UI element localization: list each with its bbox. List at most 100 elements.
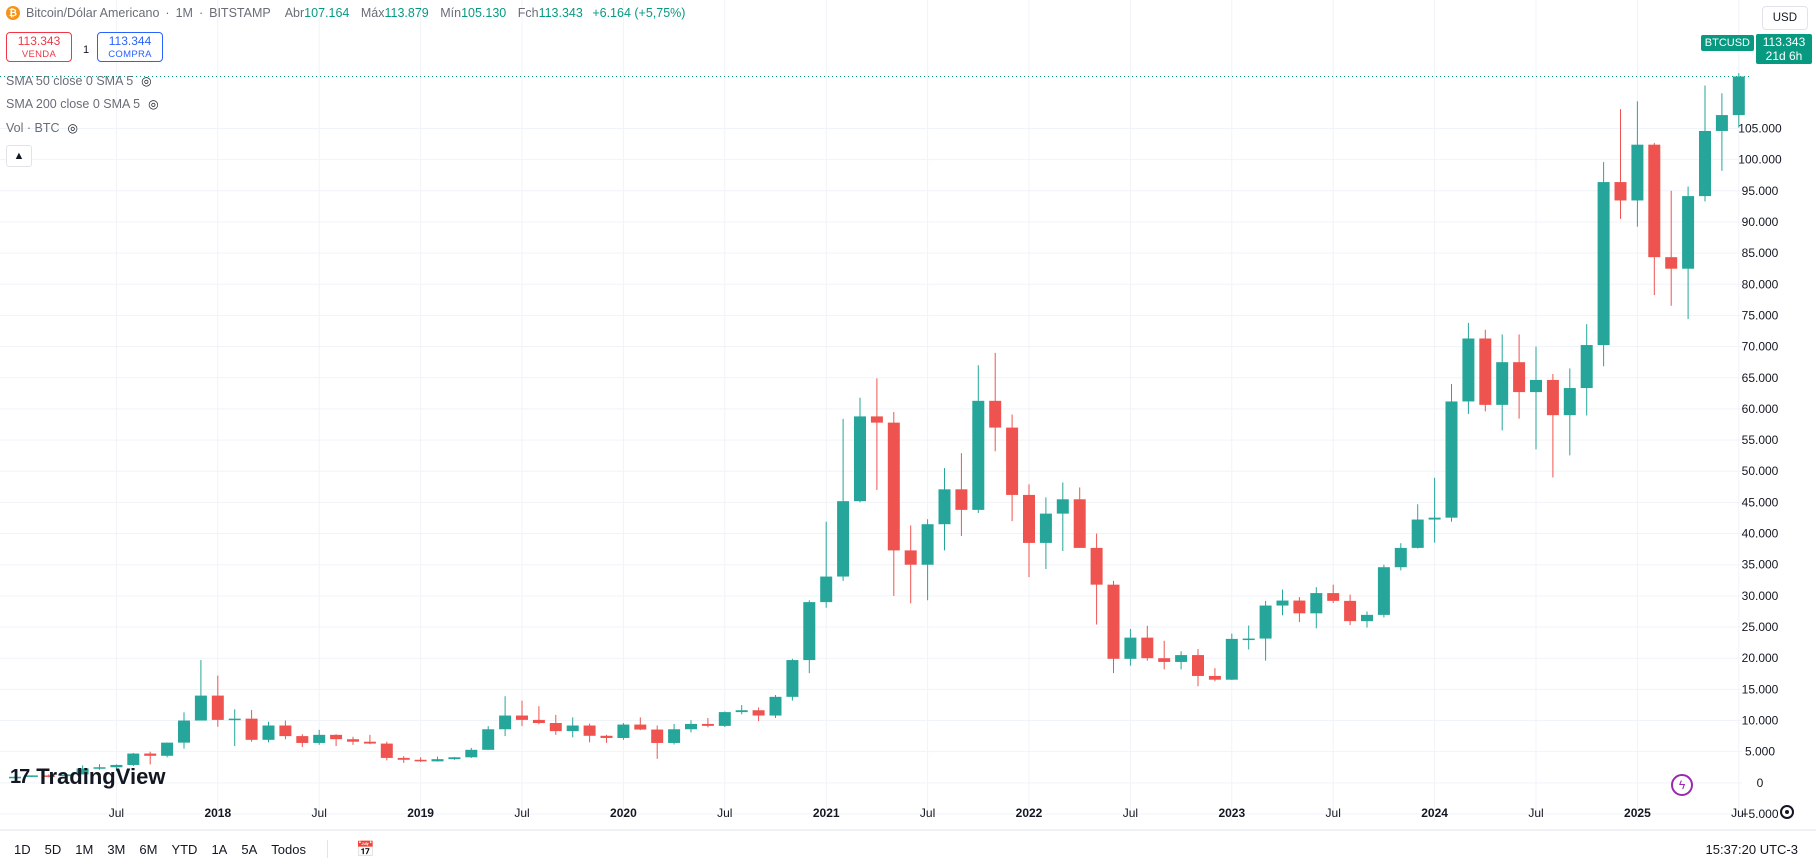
candle-body — [1580, 345, 1593, 389]
candle-body — [465, 749, 478, 758]
x-tick-label: 2021 — [813, 806, 840, 820]
candle-body — [127, 753, 140, 765]
candle-body — [25, 775, 38, 777]
timeframe-button-ytd[interactable]: YTD — [171, 841, 198, 857]
timeframe-button-5a[interactable]: 5A — [241, 841, 258, 857]
candle-body — [1276, 600, 1289, 606]
candlestick-chart[interactable]: −5.000 0 5.000 10.000 15.000 20.000 25.000 30.0… — [0, 0, 1816, 834]
candle-body — [1158, 658, 1171, 662]
y-tick-label: 45.000 — [1742, 495, 1779, 509]
candle-body — [651, 729, 664, 743]
candle-body — [600, 735, 613, 738]
y-tick-label: 30.000 — [1742, 589, 1779, 603]
candle-body — [363, 741, 376, 744]
candle-body — [1175, 655, 1188, 662]
indicator-volume[interactable]: Vol · BTC ◎ — [6, 121, 78, 135]
candle-body — [1394, 547, 1407, 568]
indicator-sma200[interactable]: SMA 200 close 0 SMA 5 ◎ — [6, 97, 159, 111]
tradingview-logo[interactable]: 17 TradingView — [10, 764, 165, 790]
candle-body — [1546, 379, 1559, 416]
x-tick-label: Jul — [1731, 806, 1746, 820]
timeframe-button-1a[interactable]: 1A — [211, 841, 228, 857]
sell-button[interactable]: 113.343 VENDA — [6, 32, 72, 62]
candle-body — [1462, 338, 1475, 402]
candle-body — [1614, 182, 1627, 201]
candle-body — [9, 776, 21, 779]
eye-hidden-icon[interactable]: ◎ — [67, 121, 78, 135]
symbol-name[interactable]: Bitcoin/Dólar Americano — [26, 6, 160, 20]
candle-body — [1293, 600, 1306, 614]
eye-hidden-icon[interactable]: ◎ — [148, 97, 159, 111]
candle-body — [482, 729, 495, 750]
open-value: 107.164 — [304, 6, 350, 20]
chevron-up-icon[interactable]: ▲ — [6, 145, 32, 167]
y-tick-label: 40.000 — [1742, 527, 1779, 541]
timeframe-button-6m[interactable]: 6M — [139, 841, 158, 857]
candle-body — [1732, 76, 1745, 116]
candle-body — [161, 742, 174, 756]
timeframe-buttons: 1D 5D 1M 3M 6M YTD 1A 5A Todos — [7, 842, 313, 857]
candle-body — [1631, 144, 1644, 201]
high-value: 113.879 — [384, 6, 429, 20]
logo-text: TradingView — [36, 764, 166, 789]
eye-hidden-icon[interactable]: ◎ — [141, 74, 152, 88]
x-tick-label: 2023 — [1218, 806, 1245, 820]
indicator-label: SMA 200 close 0 SMA 5 — [6, 97, 141, 111]
candle-body — [1056, 499, 1069, 514]
indicator-sma50[interactable]: SMA 50 close 0 SMA 5 ◎ — [6, 74, 152, 88]
buy-button[interactable]: 113.344 COMPRA — [97, 32, 163, 62]
x-tick-label: 2025 — [1624, 806, 1651, 820]
clock[interactable]: 15:37:20 UTC-3 — [1705, 842, 1799, 857]
x-tick-label: Jul — [717, 806, 732, 820]
candle-body — [414, 759, 427, 762]
candle-body — [397, 757, 410, 760]
close-label: Fch — [517, 6, 539, 20]
x-tick-label: 2020 — [610, 806, 637, 820]
lightning-icon[interactable]: ϟ — [1671, 774, 1693, 796]
timeframe-button-1m[interactable]: 1M — [75, 841, 94, 857]
candle-body — [1648, 144, 1661, 258]
timeframe-button-3m[interactable]: 3M — [107, 841, 126, 857]
y-tick-label: 25.000 — [1742, 620, 1779, 634]
y-tick-label: 10.000 — [1742, 714, 1779, 728]
gear-icon[interactable] — [1780, 805, 1794, 819]
candle-body — [870, 416, 883, 423]
timeframe-button-1d[interactable]: 1D — [14, 841, 31, 857]
timeframe-button-todos[interactable]: Todos — [271, 841, 306, 857]
candle-body — [245, 718, 258, 740]
sell-price: 113.343 — [17, 34, 61, 48]
candle-body — [854, 416, 866, 502]
candle-body — [752, 710, 765, 716]
candle-body — [532, 719, 545, 724]
candle-body — [330, 734, 343, 740]
candle-body — [1428, 517, 1441, 520]
candle-body — [803, 602, 816, 661]
y-tick-label: 105.000 — [1738, 121, 1782, 135]
x-tick-label: Jul — [312, 806, 327, 820]
candle-body — [296, 736, 309, 743]
candle-body — [228, 718, 241, 721]
candle-body — [1242, 638, 1255, 641]
candle-body — [262, 725, 275, 740]
candle-body — [972, 400, 985, 510]
candle-body — [1665, 257, 1678, 269]
calendar-goto-icon[interactable]: 📅 — [355, 841, 375, 858]
timeframe-button-5d[interactable]: 5D — [44, 841, 62, 857]
x-tick-label: Jul — [920, 806, 935, 820]
candle-body — [1225, 638, 1238, 680]
candle-body — [1513, 362, 1526, 393]
low-value: 105.130 — [461, 6, 507, 20]
ohlc-values: Abr107.164 Máx113.879 Mín105.130 Fch113.… — [277, 6, 686, 20]
candle-body — [313, 734, 326, 743]
x-tick-label: Jul — [514, 806, 529, 820]
candle-body — [380, 743, 393, 758]
spread-value: 1 — [83, 44, 90, 56]
candle-body — [499, 715, 512, 730]
sell-label: VENDA — [21, 49, 57, 60]
x-tick-label: 2019 — [407, 806, 434, 820]
last-price-label: 113.343 21d 6h — [1756, 34, 1812, 64]
currency-button[interactable]: USD — [1761, 6, 1808, 30]
candle-body — [1192, 655, 1204, 676]
candle-body — [989, 400, 1002, 428]
candle-body — [904, 550, 917, 565]
